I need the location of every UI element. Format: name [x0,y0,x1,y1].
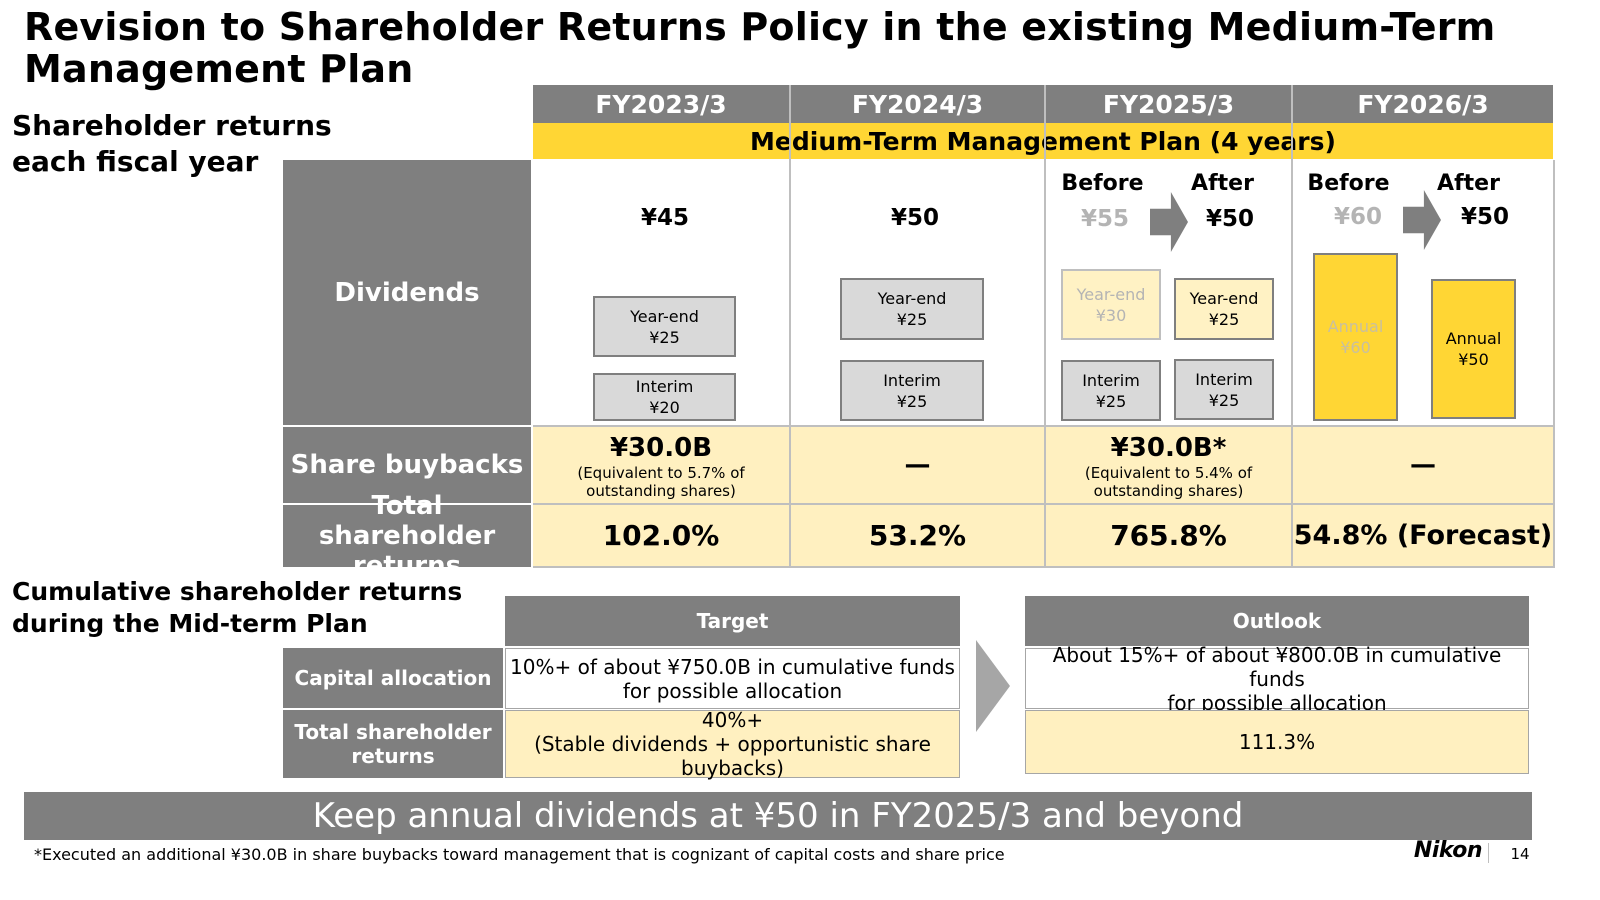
year-header-fy2026: FY2026/3 [1293,85,1553,123]
row-label-total-returns: Total shareholder returns [283,491,531,581]
page-title: Revision to Shareholder Returns Policy i… [24,5,1496,91]
fy2024-buyback-dash: — [904,450,931,480]
fy2025-before-interim-box: Interim ¥25 [1061,360,1161,421]
fy2023-total-returns: 102.0% [602,519,720,552]
grid-line [1553,160,1555,567]
fy2023-buyback-note: (Equivalent to 5.7% of outstanding share… [577,464,745,500]
plan-bar: Medium-Term Management Plan (4 years) [533,123,1553,159]
fy2026-before-annual-box: Annual ¥60 [1313,253,1398,421]
fy2026-after-annual-box: Annual ¥50 [1431,279,1516,419]
grid-line [533,566,1555,568]
fy2024-dividend-total: ¥50 [890,205,939,231]
outlook-capital-allocation: About 15%+ of about ¥800.0B in cumulativ… [1025,643,1529,715]
grid-line [533,425,1555,427]
fy2026-before-total: ¥60 [1333,204,1382,230]
fy2026-after-total: ¥50 [1460,204,1509,230]
outlook-header: Outlook [1025,596,1529,646]
year-header-fy2023: FY2023/3 [533,85,789,123]
target-total-returns: 40%+ (Stable dividends + opportunistic s… [505,708,960,780]
fy2026-total-returns: 54.8% (Forecast) [1293,520,1553,551]
fy2024-interim-box: Interim ¥25 [840,360,984,421]
policy-banner: Keep annual dividends at ¥50 in FY2025/3… [24,792,1532,840]
fy2024-year-end-box: Year-end ¥25 [840,278,984,340]
year-header-fy2025: FY2025/3 [1046,85,1291,123]
fy2025-before-label: Before [1061,170,1144,196]
outlook-total-returns: 111.3% [1025,710,1529,774]
fy2024-total-returns: 53.2% [868,519,967,552]
fy2026-buyback-dash: — [1410,450,1436,480]
arrow-right-icon [1403,190,1441,250]
fy2025-before-year-end-box: Year-end ¥30 [1061,269,1161,340]
fy2025-after-interim-box: Interim ¥25 [1174,359,1274,420]
fy2025-buyback-note: (Equivalent to 5.4% of outstanding share… [1084,464,1253,500]
brand-logo: Nikon [1413,838,1483,863]
section1-title: Shareholder returns each fiscal year [12,109,332,178]
fy2023-dividend-total: ¥45 [640,205,689,231]
fy2025-total-returns: 765.8% [1110,519,1227,552]
grid-line [789,85,791,567]
row-label-buybacks: Share buybacks [283,427,531,503]
fy2025-before-total: ¥55 [1080,206,1129,232]
fy2026-after-label: After [1437,170,1500,196]
grid-line [1291,85,1293,567]
fy2023-interim-box: Interim ¥20 [593,373,736,421]
capital-allocation-label: Capital allocation [283,648,503,708]
target-header: Target [505,596,960,646]
grid-line [533,503,1555,505]
fy2025-after-year-end-box: Year-end ¥25 [1174,278,1274,340]
fy2023-buyback-amount: ¥30.0B [609,433,713,463]
arrow-right-icon [1150,192,1188,252]
arrow-right-icon [976,640,1010,732]
fy2025-after-total: ¥50 [1205,206,1254,232]
year-header-fy2024: FY2024/3 [791,85,1044,123]
total-returns-label: Total shareholder returns [283,710,503,778]
row-label-dividends: Dividends [283,160,531,425]
fy2026-before-label: Before [1307,170,1390,196]
footer-divider [1488,843,1489,863]
target-capital-allocation: 10%+ of about ¥750.0B in cumulative fund… [505,648,960,709]
grid-line [1044,85,1046,567]
page-number: 14 [1510,845,1530,863]
section2-title: Cumulative shareholder returns during th… [12,577,463,638]
fy2025-buyback-amount: ¥30.0B* [1110,433,1227,463]
footnote: *Executed an additional ¥30.0B in share … [34,845,1005,864]
fy2023-year-end-box: Year-end ¥25 [593,296,736,357]
yellow-rows-background [533,427,1553,567]
fy2025-after-label: After [1191,170,1254,196]
